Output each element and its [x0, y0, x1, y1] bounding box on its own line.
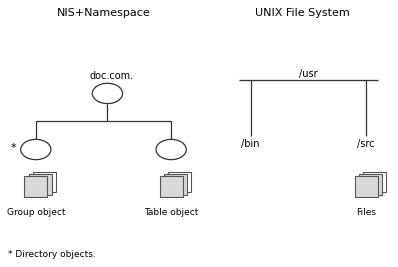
- Bar: [160, 176, 183, 197]
- Bar: [29, 174, 52, 195]
- Circle shape: [92, 83, 123, 104]
- Text: UNIX File System: UNIX File System: [255, 8, 350, 18]
- Circle shape: [21, 139, 51, 160]
- Bar: [359, 174, 382, 195]
- Bar: [164, 174, 187, 195]
- Text: /bin: /bin: [242, 139, 260, 149]
- Text: Files: Files: [356, 208, 376, 217]
- Circle shape: [156, 139, 186, 160]
- Text: Group object: Group object: [7, 208, 65, 217]
- Text: /src: /src: [357, 139, 375, 149]
- Text: doc.com.: doc.com.: [90, 71, 133, 81]
- Bar: [363, 171, 386, 192]
- Text: *: *: [94, 85, 99, 95]
- Text: *: *: [11, 143, 17, 153]
- Text: /usr: /usr: [299, 69, 318, 79]
- Text: * Directory objects.: * Directory objects.: [8, 250, 96, 259]
- Text: NIS+Namespace: NIS+Namespace: [57, 8, 150, 18]
- Bar: [33, 171, 56, 192]
- Text: Table object: Table object: [144, 208, 198, 217]
- Bar: [24, 176, 47, 197]
- Bar: [355, 176, 378, 197]
- Bar: [168, 171, 191, 192]
